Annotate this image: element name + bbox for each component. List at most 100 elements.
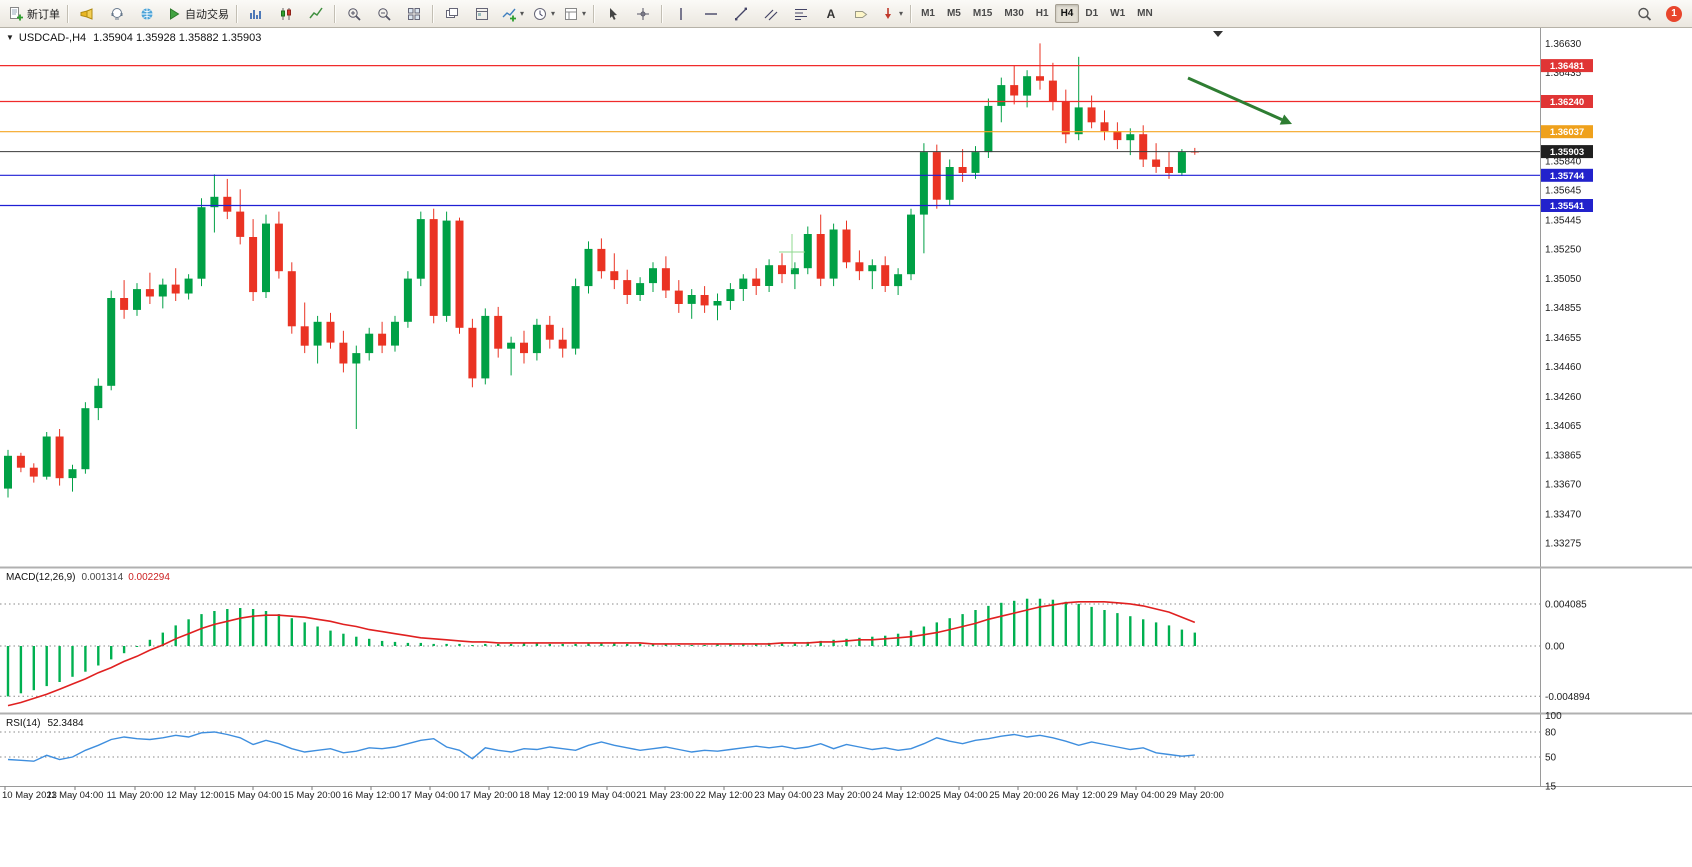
support-button[interactable]: [102, 2, 132, 26]
tile-windows-button[interactable]: [399, 2, 429, 26]
crosshair-icon: [637, 7, 650, 20]
crosshair-button[interactable]: [628, 2, 658, 26]
new-order-icon: [10, 6, 23, 20]
horizontal-lines[interactable]: [0, 64, 1540, 207]
alert-horn-icon: [80, 7, 93, 20]
data-window-icon: [476, 7, 488, 20]
cursor-button[interactable]: [598, 2, 628, 26]
annotations: [779, 31, 1292, 270]
line-chart-button[interactable]: [301, 2, 331, 26]
cascade-windows-button[interactable]: [437, 2, 467, 26]
svg-text:80: 80: [1545, 728, 1557, 739]
separator: [334, 4, 336, 23]
svg-text:15 May 20:00: 15 May 20:00: [283, 790, 341, 801]
svg-text:1.34065: 1.34065: [1545, 421, 1582, 432]
cursor-icon: [610, 7, 618, 20]
svg-text:15: 15: [1545, 782, 1557, 793]
autotrading-label: 自动交易: [185, 8, 229, 21]
candlestick-chart-button[interactable]: [271, 2, 301, 26]
svg-text:29 May 20:00: 29 May 20:00: [1166, 790, 1224, 801]
line-chart-icon: [309, 7, 323, 18]
timeframe-w1[interactable]: W1: [1110, 8, 1126, 19]
zoom-in-button[interactable]: [339, 2, 369, 26]
svg-text:15 May 04:00: 15 May 04:00: [224, 790, 282, 801]
svg-text:26 May 12:00: 26 May 12:00: [1048, 790, 1106, 801]
svg-text:1.35903: 1.35903: [1550, 147, 1584, 158]
candlestick-chart-icon: [281, 7, 291, 20]
svg-text:1.35541: 1.35541: [1550, 201, 1585, 212]
templates-button[interactable]: ▾: [559, 2, 590, 26]
horizontal-line-button[interactable]: [696, 2, 726, 26]
toolbar-right: 1: [1629, 2, 1688, 26]
svg-text:50: 50: [1545, 753, 1557, 764]
label-button[interactable]: [846, 2, 876, 26]
bar-chart-button[interactable]: [241, 2, 271, 26]
trendline-button[interactable]: [726, 2, 756, 26]
chevron-down-icon: ▾: [899, 8, 904, 18]
chevron-down-icon: ▾: [520, 8, 525, 18]
svg-text:1.35050: 1.35050: [1545, 274, 1582, 285]
channel-icon: [764, 9, 778, 20]
svg-text:1.36481: 1.36481: [1550, 61, 1585, 72]
autotrading-button[interactable]: 自动交易: [162, 2, 233, 26]
trend-arrow-annotation: [1187, 76, 1283, 121]
tile-windows-icon: [408, 7, 420, 20]
svg-text:25 May 04:00: 25 May 04:00: [930, 790, 988, 801]
price-badges: 1.36481 1.36240 1.36037 1.35744 1.35541 1.359…: [1541, 59, 1593, 212]
timeframe-h4[interactable]: H4: [1054, 4, 1080, 23]
arrows-button[interactable]: ▾: [876, 2, 907, 26]
timeframe-h1[interactable]: H1: [1035, 8, 1049, 19]
svg-text:1.33275: 1.33275: [1545, 538, 1582, 549]
rsi-panel: 100 80 50 15: [0, 711, 1562, 793]
data-window-button[interactable]: [467, 2, 497, 26]
svg-text:100: 100: [1545, 711, 1562, 722]
label-icon: [855, 10, 868, 18]
chart-borders: [0, 28, 1692, 787]
svg-text:11 May 04:00: 11 May 04:00: [47, 790, 104, 801]
macd-panel: 0.004085 0.00 -0.004894: [0, 598, 1590, 707]
zoom-in-icon: [348, 7, 361, 21]
price-scale[interactable]: 1.36630 1.36435 1.35840 1.35645 1.35445 1.352…: [1545, 39, 1582, 550]
channel-button[interactable]: [756, 2, 786, 26]
trendline-icon: [735, 7, 748, 20]
new-order-label: 新订单: [27, 8, 60, 21]
fibonacci-button[interactable]: [786, 2, 816, 26]
timeframe-m5[interactable]: M5: [946, 8, 961, 19]
timeframe-d1[interactable]: D1: [1085, 8, 1099, 19]
zoom-out-button[interactable]: [369, 2, 399, 26]
timeframe-m30[interactable]: M30: [1004, 8, 1024, 19]
timeframe-mn[interactable]: MN: [1137, 8, 1153, 19]
notification-badge[interactable]: 1: [1666, 5, 1682, 22]
support-headset-icon: [111, 7, 123, 19]
chart-area: 1.36630 1.36435 1.35840 1.35645 1.35445 1.352…: [0, 28, 1692, 867]
svg-text:1.34260: 1.34260: [1545, 392, 1582, 403]
svg-text:1.36435: 1.36435: [1545, 68, 1582, 79]
alerts-button[interactable]: [72, 2, 102, 26]
chevron-down-icon: ▾: [551, 8, 556, 18]
indicators-button[interactable]: ▾: [497, 2, 528, 26]
svg-text:25 May 20:00: 25 May 20:00: [989, 790, 1047, 801]
svg-text:23 May 04:00: 23 May 04:00: [754, 790, 812, 801]
bar-chart-icon: [250, 9, 261, 19]
svg-text:1.33865: 1.33865: [1545, 451, 1582, 462]
chart-canvas[interactable]: 1.36630 1.36435 1.35840 1.35645 1.35445 1.352…: [0, 28, 1692, 867]
autotrading-play-icon: [170, 7, 180, 20]
separator: [593, 4, 596, 23]
vertical-line-icon: [680, 7, 682, 20]
news-button[interactable]: [132, 2, 162, 26]
vertical-line-button[interactable]: [666, 2, 696, 26]
periods-button[interactable]: ▾: [528, 2, 559, 26]
timeframe-m1[interactable]: M1: [921, 8, 935, 19]
separator: [67, 4, 69, 23]
periods-clock-icon: [534, 7, 547, 20]
text-button[interactable]: A: [816, 2, 846, 26]
search-button[interactable]: [1629, 2, 1659, 26]
svg-text:18 May 12:00: 18 May 12:00: [519, 790, 577, 801]
timeframe-m15[interactable]: M15: [972, 8, 993, 19]
candlesticks: [4, 43, 1199, 498]
new-order-button[interactable]: 新订单: [4, 2, 64, 26]
svg-text:12 May 12:00: 12 May 12:00: [166, 790, 224, 801]
horizontal-line-icon: [705, 12, 718, 15]
